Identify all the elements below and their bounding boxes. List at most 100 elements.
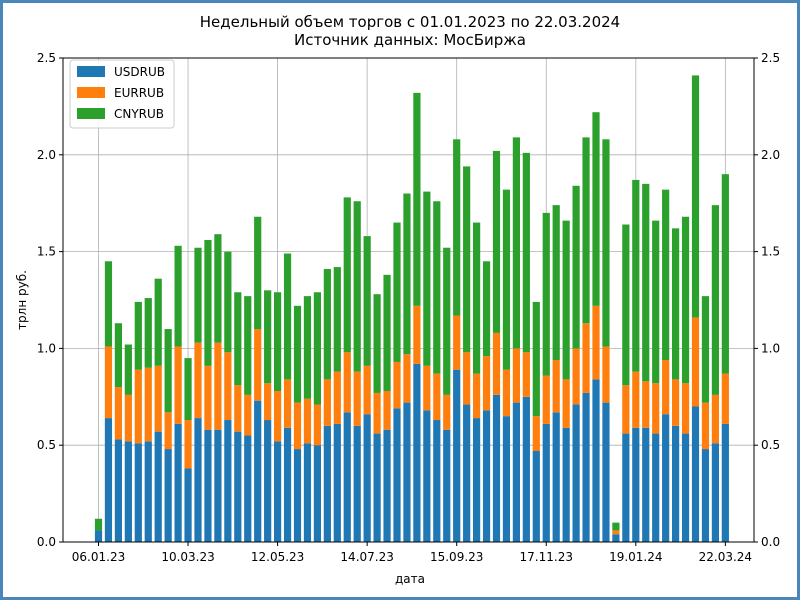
x-tick-label: 22.03.24 bbox=[699, 550, 752, 564]
bar-usdrub bbox=[681, 433, 690, 542]
bar-usdrub bbox=[512, 402, 520, 542]
y-tick-label-left: 2.0 bbox=[37, 148, 56, 162]
x-tick-label: 14.07.23 bbox=[340, 550, 393, 564]
bar-eurrub bbox=[453, 315, 461, 370]
bar-cnyrub bbox=[124, 344, 132, 395]
bar-eurrub bbox=[274, 390, 282, 442]
bar-usdrub bbox=[323, 425, 331, 542]
bar-eurrub bbox=[244, 394, 252, 436]
y-tick-label-left: 1.0 bbox=[37, 341, 56, 355]
x-tick-label: 19.01.24 bbox=[609, 550, 662, 564]
bar-eurrub bbox=[552, 360, 560, 413]
bar-usdrub bbox=[393, 408, 401, 542]
y-tick-label-right: 2.0 bbox=[761, 148, 780, 162]
bar-cnyrub bbox=[403, 193, 411, 355]
bar-usdrub bbox=[423, 410, 431, 542]
bar-eurrub bbox=[423, 365, 431, 411]
chart-title: Недельный объем торгов с 01.01.2023 по 2… bbox=[200, 13, 620, 31]
bar-usdrub bbox=[224, 420, 232, 542]
bar-eurrub bbox=[154, 365, 162, 432]
bar-eurrub bbox=[144, 367, 152, 442]
bar-cnyrub bbox=[323, 269, 331, 380]
bar-cnyrub bbox=[681, 216, 690, 384]
bar-cnyrub bbox=[303, 296, 312, 399]
bar-cnyrub bbox=[532, 301, 540, 417]
bar-cnyrub bbox=[184, 358, 192, 421]
bar-eurrub bbox=[224, 352, 232, 421]
legend-label-usdrub: USDRUB bbox=[114, 65, 165, 79]
bar-eurrub bbox=[622, 385, 630, 434]
bar-eurrub bbox=[572, 348, 580, 405]
bar-eurrub bbox=[691, 317, 700, 407]
bar-eurrub bbox=[502, 369, 511, 417]
bar-cnyrub bbox=[423, 191, 431, 366]
bar-cnyrub bbox=[293, 305, 302, 403]
x-tick-label: 10.03.23 bbox=[161, 550, 214, 564]
bar-usdrub bbox=[194, 418, 202, 542]
bar-usdrub bbox=[572, 404, 580, 542]
bar-usdrub bbox=[104, 418, 113, 542]
bar-cnyrub bbox=[582, 137, 590, 324]
y-tick-label-right: 0.0 bbox=[761, 535, 780, 549]
bar-usdrub bbox=[453, 369, 461, 542]
bar-cnyrub bbox=[711, 205, 719, 395]
bar-usdrub bbox=[373, 433, 381, 542]
bar-usdrub bbox=[482, 410, 491, 542]
y-axis-right: 0.0 0.5 1.0 1.5 2.0 2.5 bbox=[754, 51, 780, 549]
bar-cnyrub bbox=[492, 150, 501, 333]
legend: USDRUB EURRUB CNYRUB bbox=[69, 59, 175, 129]
bar-usdrub bbox=[691, 406, 700, 542]
bar-usdrub bbox=[274, 441, 282, 542]
bar-eurrub bbox=[254, 329, 262, 401]
x-axis-label: дата bbox=[395, 572, 425, 586]
bar-cnyrub bbox=[94, 518, 103, 531]
bar-eurrub bbox=[114, 387, 122, 440]
bar-cnyrub bbox=[134, 301, 142, 370]
bar-cnyrub bbox=[393, 222, 401, 362]
bar-cnyrub bbox=[522, 152, 530, 353]
x-axis: 06.01.23 10.03.23 12.05.23 14.07.23 15.09.23… bbox=[72, 542, 752, 564]
bar-usdrub bbox=[492, 394, 501, 542]
bar-eurrub bbox=[303, 398, 312, 444]
bar-eurrub bbox=[433, 373, 441, 421]
bar-usdrub bbox=[532, 451, 540, 542]
bar-cnyrub bbox=[254, 216, 262, 330]
bar-eurrub bbox=[293, 402, 302, 450]
bar-usdrub bbox=[254, 400, 262, 542]
bar-usdrub bbox=[134, 443, 142, 542]
bar-eurrub bbox=[373, 392, 381, 434]
bar-cnyrub bbox=[602, 139, 610, 347]
bar-usdrub bbox=[293, 449, 302, 542]
bar-cnyrub bbox=[313, 292, 321, 405]
bar-eurrub bbox=[612, 530, 620, 535]
bar-usdrub bbox=[473, 418, 481, 542]
bar-cnyrub bbox=[632, 179, 640, 372]
bar-cnyrub bbox=[214, 234, 222, 343]
x-tick-label: 06.01.23 bbox=[72, 550, 125, 564]
bar-eurrub bbox=[184, 420, 192, 469]
bar-usdrub bbox=[333, 423, 341, 542]
bar-cnyrub bbox=[443, 247, 451, 395]
y-axis-left: 0.0 0.5 1.0 1.5 2.0 2.5 bbox=[37, 51, 63, 549]
bar-eurrub bbox=[124, 394, 132, 442]
bar-eurrub bbox=[632, 371, 640, 428]
bar-usdrub bbox=[542, 423, 550, 542]
bar-cnyrub bbox=[154, 278, 162, 366]
bar-eurrub bbox=[164, 412, 172, 450]
bar-eurrub bbox=[134, 369, 142, 444]
legend-swatch-cnyrub bbox=[77, 108, 105, 119]
bar-usdrub bbox=[701, 449, 710, 542]
bar-eurrub bbox=[174, 346, 182, 424]
bar-usdrub bbox=[234, 431, 242, 542]
bar-cnyrub bbox=[612, 522, 620, 531]
bar-usdrub bbox=[303, 443, 312, 542]
bar-cnyrub bbox=[224, 251, 232, 353]
bar-cnyrub bbox=[353, 201, 361, 372]
bar-eurrub bbox=[283, 379, 292, 428]
bar-cnyrub bbox=[144, 298, 152, 368]
bar-eurrub bbox=[264, 383, 272, 421]
bar-usdrub bbox=[413, 363, 421, 542]
bar-eurrub bbox=[592, 305, 600, 380]
bar-cnyrub bbox=[721, 174, 729, 374]
bar-cnyrub bbox=[572, 185, 580, 349]
